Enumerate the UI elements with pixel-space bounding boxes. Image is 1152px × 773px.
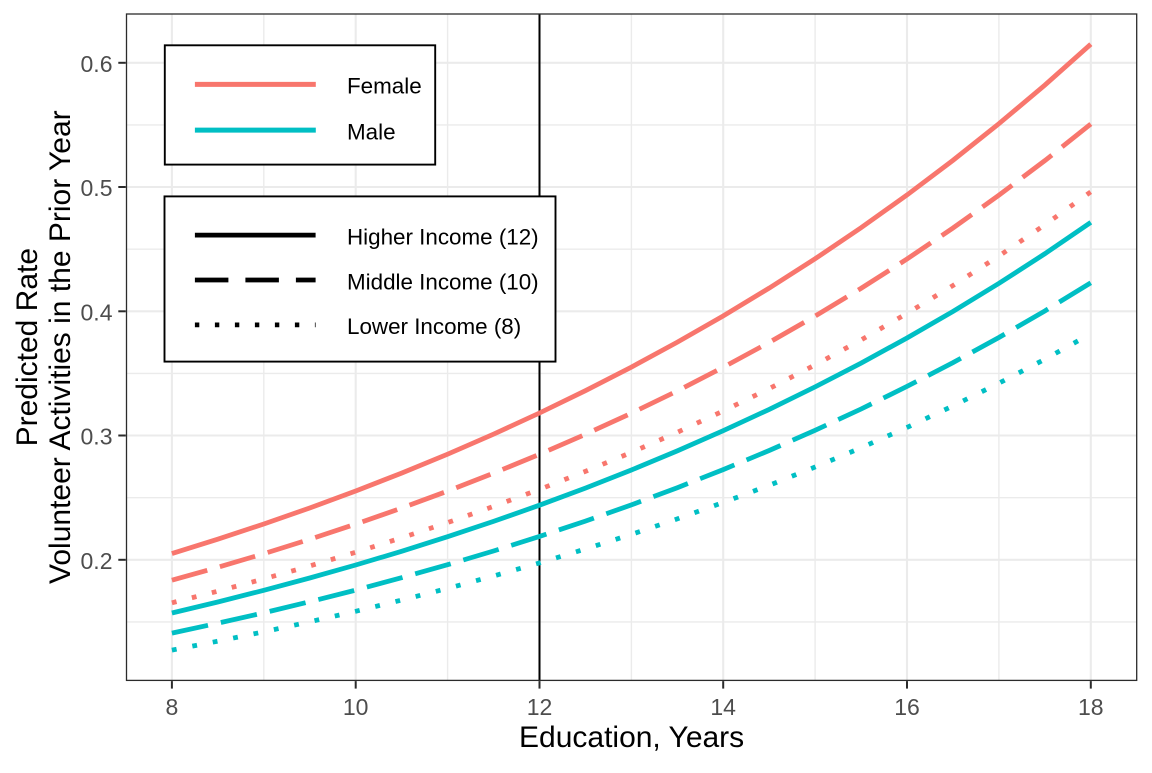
svg-text:10: 10 [343, 694, 369, 720]
svg-text:14: 14 [710, 694, 736, 720]
svg-text:0.3: 0.3 [81, 424, 113, 450]
svg-text:0.5: 0.5 [81, 175, 113, 201]
svg-text:Male: Male [347, 119, 396, 144]
svg-text:0.6: 0.6 [81, 51, 113, 77]
svg-text:Higher Income (12): Higher Income (12) [347, 224, 539, 249]
svg-text:Female: Female [347, 74, 422, 99]
svg-text:16: 16 [894, 694, 920, 720]
svg-text:18: 18 [1078, 694, 1104, 720]
svg-text:Predicted Rate: Predicted Rate [11, 248, 44, 446]
svg-text:12: 12 [527, 694, 553, 720]
svg-text:0.2: 0.2 [81, 548, 113, 574]
svg-text:Volunteer Activities in the Pr: Volunteer Activities in the Prior Year [44, 110, 77, 584]
svg-text:Education, Years: Education, Years [519, 721, 744, 754]
svg-text:Middle Income (10): Middle Income (10) [347, 269, 539, 294]
svg-text:0.4: 0.4 [81, 300, 113, 326]
svg-text:Lower Income (8): Lower Income (8) [347, 314, 521, 339]
svg-text:8: 8 [166, 694, 179, 720]
